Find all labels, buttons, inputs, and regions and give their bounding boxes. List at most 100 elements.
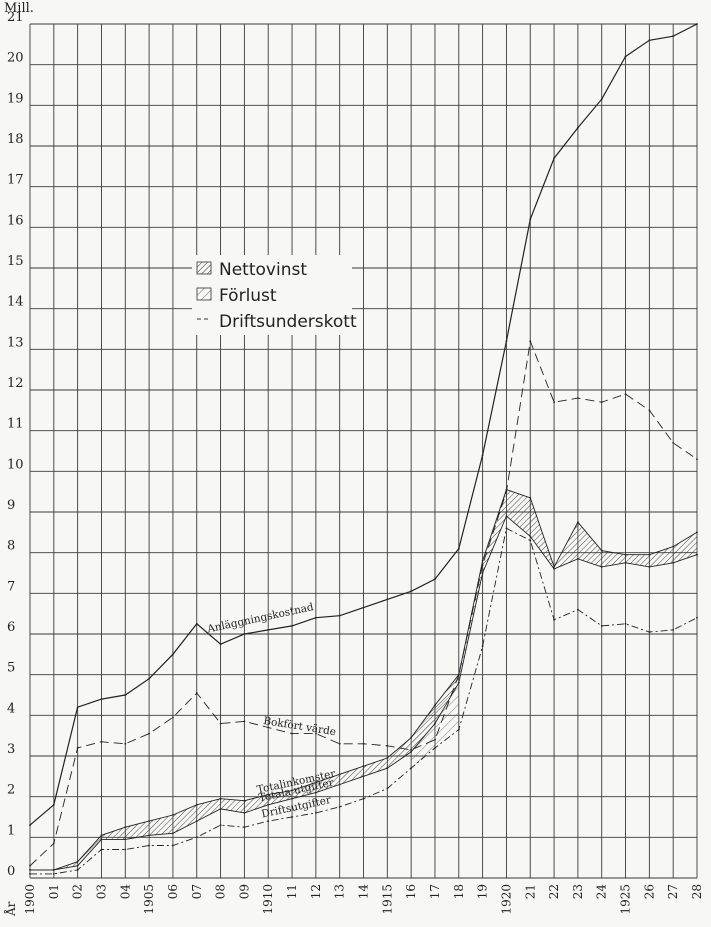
y-tick-label: 7 [7,579,15,594]
data-point-anlaggningskostnad [76,706,79,709]
data-point-driftsutgifter [600,625,603,627]
data-point-totalinkomster [529,496,532,499]
y-tick-label: 20 [7,51,24,66]
x-tick-label: 1920 [499,884,513,915]
data-point-driftsutgifter [52,873,55,875]
x-tick-label: 26 [642,884,656,899]
data-point-totala-utgifter [577,557,579,560]
x-tick-label: 28 [690,884,704,899]
y-tick-label: 10 [7,457,24,472]
y-tick-label: 6 [7,620,15,635]
data-point-bokfort-varde [243,720,246,723]
data-point-driftsutgifter [315,812,317,814]
data-point-totala-utgifter [315,791,317,794]
x-tick-label: 1915 [380,884,394,915]
data-point-anlaggningskostnad [529,218,532,221]
data-point-totala-utgifter [76,864,79,867]
data-point-totala-utgifter [648,566,651,568]
data-point-bokfort-varde [553,401,555,404]
data-point-anlaggningskostnad [457,547,460,550]
y-tick-label: 8 [7,539,15,554]
data-point-bokfort-varde [76,747,79,749]
data-point-driftsutgifter [624,622,627,625]
data-point-anlaggningskostnad [315,616,317,619]
data-point-anlaggningskostnad [338,614,341,617]
data-point-driftsutgifter [434,747,436,749]
data-point-totala-utgifter [29,869,31,871]
data-point-totalinkomster [648,553,651,556]
data-point-totalinkomster [362,765,365,768]
x-tick-label: 14 [357,884,371,900]
y-tick-label: 9 [7,498,15,513]
y-tick-label: 5 [7,661,15,676]
data-point-totalinkomster [100,834,103,837]
x-tick-label: 16 [404,884,418,899]
data-point-totalinkomster [481,559,484,562]
data-point-anlaggningskostnad [553,157,555,160]
data-point-totala-utgifter [52,869,55,871]
legend-background [192,255,352,335]
data-point-totalinkomster [505,488,508,491]
data-point-totala-utgifter [172,832,174,835]
data-point-bokfort-varde [362,742,365,745]
data-point-totala-utgifter [267,803,270,806]
data-point-totala-utgifter [457,681,460,684]
data-point-totalinkomster [291,789,293,792]
x-tick-label: 13 [333,884,347,899]
x-tick-label: 24 [595,884,609,900]
x-tick-label: 17 [428,884,442,899]
data-point-driftsutgifter [457,728,460,731]
data-point-totalinkomster [219,797,222,800]
data-point-anlaggningskostnad [696,23,698,25]
data-point-driftsutgifter [100,848,103,851]
data-point-driftsutgifter [338,805,341,808]
data-point-anlaggningskostnad [291,625,293,627]
y-tick-label: 21 [7,10,24,25]
data-point-anlaggningskostnad [124,694,127,696]
data-point-bokfort-varde [386,744,389,747]
x-tick-label: 11 [285,884,299,899]
data-point-driftsutgifter [672,629,675,631]
y-tick-label: 14 [7,295,24,310]
x-tick-label: 23 [571,884,585,899]
data-point-anlaggningskostnad [600,98,603,101]
y-tick-label: 16 [7,213,24,228]
data-point-totala-utgifter [600,566,603,568]
x-tick-label: 12 [309,884,323,899]
data-point-totalinkomster [124,826,127,829]
data-point-totala-utgifter [291,797,293,800]
data-point-anlaggningskostnad [52,803,55,806]
data-point-bokfort-varde [624,393,627,395]
data-point-totalinkomster [696,531,698,534]
data-point-bokfort-varde [172,716,174,719]
x-tick-label: 21 [523,884,537,899]
y-tick-label: 2 [7,783,15,798]
data-point-totalinkomster [172,814,174,816]
data-point-totalinkomster [600,549,603,552]
x-tick-label: 19 [476,884,490,899]
data-point-bokfort-varde [648,409,651,412]
legend-swatch-forlust [196,287,212,301]
data-point-bokfort-varde [124,742,127,745]
data-point-totala-utgifter [624,561,627,564]
data-point-totalinkomster [457,673,460,676]
legend-label-nettovinst: Nettovinst [219,260,307,280]
x-tick-label: 08 [214,884,228,899]
data-point-totalinkomster [315,781,317,784]
data-point-driftsutgifter [243,826,246,829]
data-point-anlaggningskostnad [672,35,675,38]
data-point-anlaggningskostnad [386,598,389,601]
x-tick-label: 18 [452,884,466,899]
y-tick-label: 17 [7,173,24,188]
x-tick-label: 07 [190,884,204,899]
data-point-bokfort-varde [672,442,675,444]
series-lines [29,23,698,875]
data-point-bokfort-varde [267,726,270,729]
shaded-areas [30,489,697,870]
data-point-bokfort-varde [434,738,436,741]
data-point-driftsutgifter [505,527,508,530]
curve-label-bokfort-varde: Bokfört värde [263,715,337,738]
data-point-anlaggningskostnad [195,622,198,625]
legend-label-driftsunderskott: Driftsunderskott [219,312,357,332]
y-tick-label: 1 [7,823,15,838]
